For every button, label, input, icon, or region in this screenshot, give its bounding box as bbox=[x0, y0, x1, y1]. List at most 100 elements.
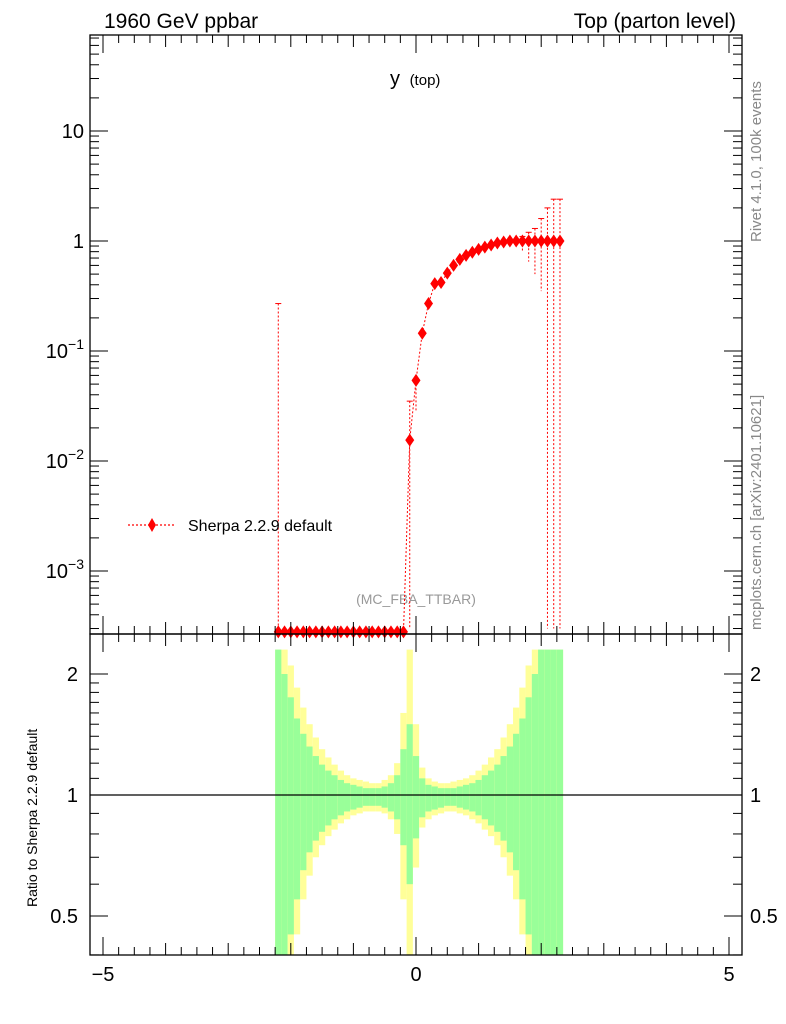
data-point bbox=[298, 625, 308, 639]
ratio-band-inner bbox=[506, 746, 514, 853]
xtick-label: 0 bbox=[410, 964, 421, 986]
ratio-band-inner bbox=[462, 784, 470, 810]
ratio-ylabel: Ratio to Sherpa 2.2.9 default bbox=[24, 729, 40, 907]
analysis-tag: (MC_FBA_TTBAR) bbox=[356, 591, 476, 607]
data-point bbox=[323, 625, 333, 639]
data-point bbox=[292, 625, 302, 639]
ratio-band-inner bbox=[375, 788, 382, 806]
plot-title: y (top) bbox=[390, 68, 440, 90]
ratio-band-inner bbox=[494, 764, 501, 832]
ratio-band-inner bbox=[381, 786, 388, 808]
ratio-band-inner bbox=[419, 778, 426, 818]
main-ytick-label: 1 bbox=[73, 231, 84, 253]
ratio-band-inner bbox=[394, 775, 401, 820]
data-point bbox=[530, 234, 540, 248]
ratio-band-inner bbox=[344, 783, 351, 812]
data-point bbox=[492, 236, 502, 250]
data-point bbox=[367, 625, 377, 639]
ratio-band-inner bbox=[437, 788, 445, 808]
ratio-band-inner bbox=[525, 697, 532, 935]
tick-base: 10 bbox=[46, 561, 68, 583]
data-point bbox=[405, 433, 415, 447]
data-point bbox=[486, 238, 496, 252]
ratio-ytick-label-left: 0.5 bbox=[50, 906, 78, 928]
data-point bbox=[392, 625, 402, 639]
ratio-band-inner bbox=[400, 749, 407, 846]
ratio-band-inner bbox=[369, 788, 376, 806]
ratio-band-inner bbox=[300, 733, 307, 871]
tick-exponent: −3 bbox=[68, 556, 84, 572]
data-point bbox=[361, 625, 371, 639]
ratio-band-inner bbox=[350, 784, 357, 810]
data-point bbox=[449, 258, 459, 272]
ratio-band-inner bbox=[469, 783, 476, 812]
ratio-band-inner bbox=[550, 649, 557, 955]
ratio-band-inner bbox=[556, 649, 564, 955]
xtick-label: −5 bbox=[92, 964, 115, 986]
data-point bbox=[524, 234, 534, 248]
data-point bbox=[342, 625, 352, 639]
tick-exponent: −1 bbox=[68, 336, 84, 352]
plot-title-main: y bbox=[390, 68, 400, 90]
data-point bbox=[430, 277, 440, 291]
plot-title-sub: (top) bbox=[410, 72, 441, 89]
ratio-band-inner bbox=[318, 764, 326, 832]
ratio-band-inner bbox=[425, 784, 432, 812]
ratio-band-inner bbox=[500, 756, 507, 841]
data-point bbox=[280, 625, 290, 639]
ratio-band-inner bbox=[331, 775, 338, 820]
ratio-band-inner bbox=[456, 786, 463, 808]
data-point bbox=[411, 373, 421, 387]
data-point bbox=[417, 326, 427, 340]
data-point bbox=[330, 625, 340, 639]
xtick-label: 5 bbox=[723, 964, 734, 986]
ratio-band-inner bbox=[362, 788, 370, 806]
ratio-band-inner bbox=[325, 770, 332, 826]
data-point bbox=[436, 275, 446, 289]
ratio-band-inner bbox=[531, 674, 539, 955]
data-point bbox=[536, 234, 546, 248]
data-point bbox=[480, 240, 490, 254]
data-point bbox=[305, 625, 315, 639]
data-point bbox=[474, 242, 484, 256]
ratio-band-inner bbox=[337, 779, 345, 816]
ratio-band-inner bbox=[281, 674, 288, 955]
data-point bbox=[355, 625, 365, 639]
legend-marker bbox=[148, 518, 156, 532]
ratio-band-inner bbox=[538, 649, 545, 955]
ratio-ytick-label-left: 2 bbox=[67, 664, 78, 686]
ratio-ytick-label-right: 1 bbox=[750, 785, 761, 807]
data-point bbox=[511, 234, 521, 248]
ratio-ytick-label-left: 1 bbox=[67, 785, 78, 807]
data-point bbox=[311, 625, 321, 639]
data-point bbox=[499, 235, 509, 249]
main-ytick-label: 10−1 bbox=[46, 336, 84, 363]
ratio-band-inner bbox=[444, 788, 451, 806]
header-left-label: 1960 GeV ppbar bbox=[104, 10, 258, 33]
main-ytick-label: 10−3 bbox=[46, 556, 84, 583]
ratio-ytick-label-right: 0.5 bbox=[750, 906, 778, 928]
series-line bbox=[278, 240, 560, 633]
ratio-bands bbox=[275, 649, 564, 955]
data-point bbox=[555, 234, 565, 248]
data-point bbox=[442, 266, 452, 280]
data-point bbox=[424, 297, 434, 311]
ratio-band-inner bbox=[312, 756, 319, 841]
ratio-band-inner bbox=[306, 746, 313, 853]
mcplots-label: mcplots.cern.ch [arXiv:2401.10621] bbox=[748, 395, 765, 630]
ratio-band-inner bbox=[387, 783, 395, 812]
ratio-band-inner bbox=[513, 733, 520, 871]
ratio-band-inner bbox=[544, 649, 551, 955]
ratio-band-inner bbox=[519, 718, 526, 900]
ratio-band-inner bbox=[487, 770, 495, 826]
main-series bbox=[273, 198, 565, 639]
data-point bbox=[386, 625, 396, 639]
legend: Sherpa 2.2.9 default bbox=[128, 518, 333, 535]
tick-base: 10 bbox=[46, 341, 68, 363]
axes bbox=[89, 34, 743, 956]
main-frame bbox=[89, 34, 743, 635]
data-point bbox=[455, 252, 465, 266]
data-point bbox=[398, 625, 408, 639]
ratio-band-inner bbox=[275, 649, 282, 955]
